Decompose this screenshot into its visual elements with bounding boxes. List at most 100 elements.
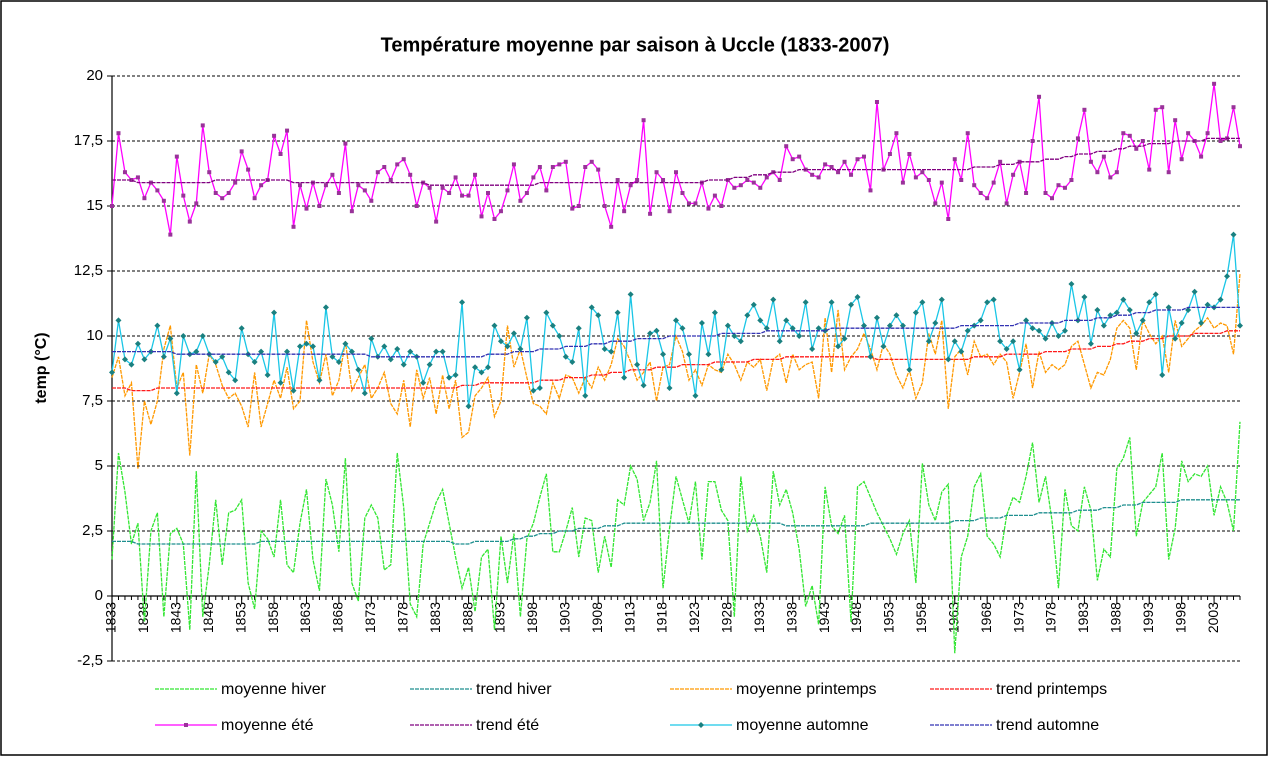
point-marker (692, 392, 699, 399)
point-marker (1121, 131, 1126, 136)
point-marker (1166, 170, 1171, 175)
point-marker (750, 301, 757, 308)
point-marker (686, 201, 691, 206)
point-marker (698, 320, 705, 326)
point-marker (893, 312, 900, 319)
point-marker (570, 206, 575, 211)
point-marker (478, 369, 485, 376)
point-marker (1108, 175, 1113, 180)
point-marker (193, 348, 200, 355)
point-marker (439, 348, 446, 355)
point-marker (342, 340, 349, 347)
point-marker (621, 374, 628, 381)
point-marker (660, 351, 667, 358)
point-marker (472, 364, 479, 371)
point-marker (583, 165, 588, 169)
point-marker (497, 338, 504, 345)
point-marker (627, 291, 634, 298)
point-marker (861, 322, 867, 329)
point-marker (128, 361, 135, 368)
point-marker (648, 211, 653, 216)
point-marker (685, 351, 692, 358)
point-marker (181, 193, 186, 198)
point-marker (693, 201, 698, 206)
point-marker (1081, 294, 1088, 300)
point-marker (317, 204, 322, 208)
y-axis-label: temp (°C) (33, 332, 50, 403)
point-marker (246, 167, 251, 172)
legend-label: moyenne printemps (736, 681, 877, 698)
point-marker (589, 159, 594, 164)
point-marker (160, 353, 167, 360)
point-marker (1179, 157, 1184, 162)
point-marker (549, 322, 556, 329)
point-marker (868, 188, 873, 193)
point-marker (622, 209, 627, 214)
point-marker (232, 377, 239, 384)
point-marker (517, 346, 524, 352)
point-marker (823, 162, 828, 167)
point-marker (653, 327, 660, 334)
point-marker (414, 204, 419, 208)
point-marker (465, 403, 472, 410)
point-marker (556, 333, 563, 339)
y-tick-label: 12,5 (74, 262, 103, 279)
point-marker (1088, 159, 1093, 164)
point-marker (491, 322, 498, 329)
point-marker (239, 149, 244, 154)
point-marker (745, 178, 750, 182)
point-marker (744, 312, 751, 319)
x-tick-label: 1988 (1108, 602, 1124, 633)
point-marker (343, 141, 348, 146)
legend-label: moyenne automne (736, 717, 869, 734)
point-marker (134, 340, 141, 347)
point-marker (842, 159, 847, 164)
point-marker (447, 191, 452, 195)
x-tick-label: 2003 (1205, 602, 1221, 633)
point-marker (194, 201, 199, 206)
point-marker (906, 366, 913, 373)
point-marker (582, 392, 589, 399)
point-marker (1004, 201, 1009, 206)
point-marker (757, 317, 764, 324)
point-marker (984, 299, 991, 306)
point-marker (1062, 185, 1067, 190)
point-marker (770, 296, 777, 303)
point-marker (609, 224, 614, 229)
y-tick-label: 0 (95, 587, 103, 604)
point-marker (355, 366, 362, 373)
point-marker (1010, 338, 1017, 345)
point-marker (907, 152, 912, 156)
point-marker (608, 348, 615, 355)
point-marker (952, 157, 957, 162)
point-marker (1095, 170, 1100, 175)
point-marker (828, 299, 835, 306)
point-marker (336, 191, 341, 195)
point-marker (446, 374, 453, 381)
point-marker (1017, 159, 1022, 164)
point-marker (829, 165, 834, 169)
x-tick-label: 1943 (816, 602, 832, 633)
point-marker (789, 325, 796, 332)
point-marker (220, 196, 225, 201)
point-marker (1147, 167, 1152, 172)
point-marker (913, 175, 918, 180)
point-marker (200, 123, 205, 128)
point-marker (251, 359, 258, 365)
point-marker (544, 188, 549, 193)
point-marker (1159, 372, 1166, 378)
point-marker (258, 348, 265, 355)
point-marker (945, 356, 952, 363)
point-marker (329, 353, 336, 360)
point-marker (1023, 317, 1030, 324)
point-marker (569, 359, 576, 365)
point-marker (647, 330, 654, 337)
point-marker (737, 338, 744, 345)
point-marker (361, 390, 368, 397)
point-marker (1146, 299, 1153, 306)
point-marker (719, 204, 724, 208)
point-marker (486, 191, 490, 195)
point-marker (1061, 327, 1068, 334)
point-marker (381, 343, 388, 350)
